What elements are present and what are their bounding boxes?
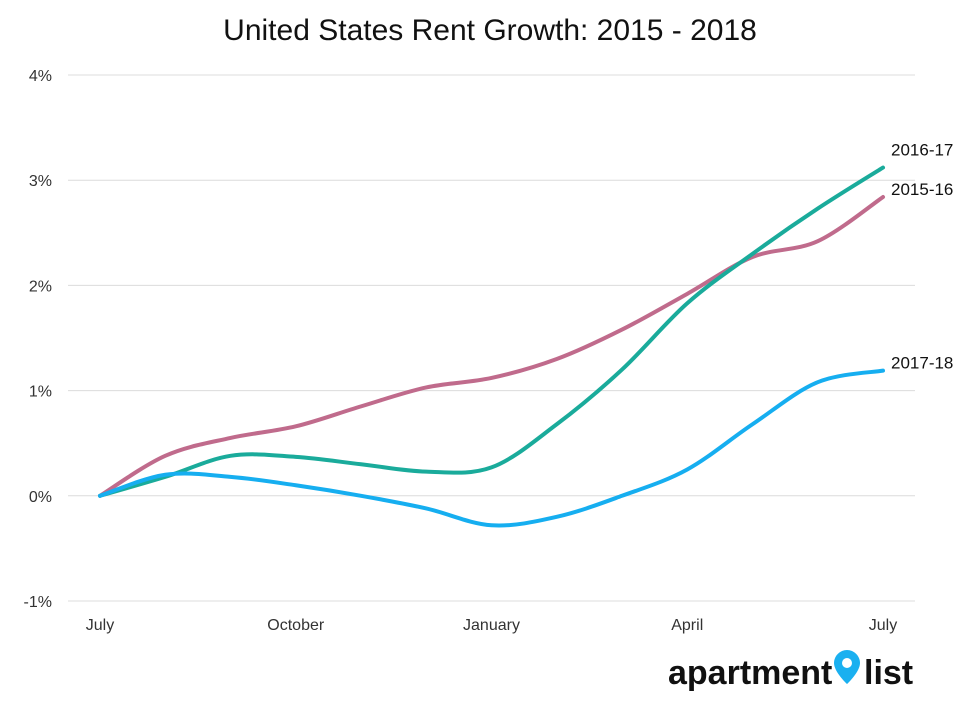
- logo-text-list: list: [864, 654, 913, 692]
- y-axis-tick-labels: -1% 0% 1% 2% 3% 4%: [24, 68, 52, 611]
- x-tick-label: April: [671, 617, 703, 634]
- series-label-2017-18: 2017-18: [891, 354, 953, 373]
- x-axis-tick-labels: July October January April July: [86, 617, 897, 634]
- series-label-2016-17: 2016-17: [891, 141, 953, 160]
- x-tick-label: October: [267, 617, 325, 634]
- y-tick-label: 4%: [29, 68, 52, 85]
- series-line-2016-17: [98, 165, 885, 498]
- series-line-2015-16: [98, 195, 885, 498]
- series-labels: 2015-16 2016-17 2017-18: [891, 141, 953, 373]
- chart-title: United States Rent Growth: 2015 - 2018: [223, 14, 757, 47]
- x-tick-label: January: [463, 617, 520, 634]
- line-chart: -1%0%1%2%3%4% July October January April Jul…: [24, 68, 954, 634]
- y-tick-label: -1%: [24, 594, 52, 611]
- x-tick-label: July: [869, 617, 897, 634]
- gridlines: [68, 74, 915, 602]
- y-tick-label: 3%: [29, 173, 52, 190]
- y-tick-label: 0%: [29, 489, 52, 506]
- y-tick-label: 2%: [29, 278, 52, 295]
- y-tick-label: 1%: [29, 384, 52, 401]
- x-tick-label: July: [86, 617, 114, 634]
- map-pin-icon: [834, 650, 860, 684]
- apartment-list-logo: apartment list: [668, 650, 913, 692]
- series-line-2017-18: [98, 368, 885, 528]
- series-lines: [98, 165, 885, 528]
- logo-text-apartment: apartment: [668, 654, 832, 692]
- series-label-2015-16: 2015-16: [891, 180, 953, 199]
